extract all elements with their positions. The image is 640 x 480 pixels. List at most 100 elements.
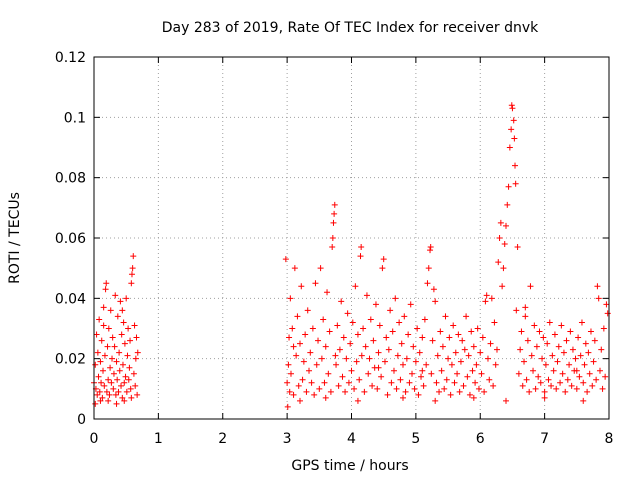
data-point	[455, 331, 462, 338]
data-point	[582, 340, 589, 347]
data-point	[600, 325, 607, 332]
data-point	[351, 385, 358, 392]
data-point	[492, 361, 499, 368]
data-point	[478, 370, 485, 377]
data-point	[379, 265, 386, 272]
data-point	[409, 370, 416, 377]
data-point	[347, 340, 354, 347]
data-point	[116, 367, 123, 374]
data-point	[387, 307, 394, 314]
data-point	[118, 331, 125, 338]
data-points	[91, 102, 611, 410]
data-point	[131, 322, 138, 329]
data-point	[523, 376, 530, 383]
data-point	[432, 298, 439, 305]
data-point	[598, 346, 605, 353]
data-point	[410, 343, 417, 350]
data-point	[363, 292, 370, 299]
data-point	[125, 325, 132, 332]
data-point	[469, 367, 476, 374]
data-point	[546, 319, 553, 326]
data-point	[430, 286, 437, 293]
x-tick-label: 2	[218, 431, 227, 447]
data-point	[104, 343, 111, 350]
data-point	[349, 319, 356, 326]
data-point	[473, 361, 480, 368]
data-point	[604, 310, 611, 317]
data-point	[356, 376, 363, 383]
data-point	[320, 316, 327, 323]
data-point	[446, 334, 453, 341]
data-point	[420, 382, 427, 389]
data-point	[303, 388, 310, 395]
data-point	[522, 304, 529, 311]
data-point	[94, 391, 101, 398]
data-point	[508, 126, 515, 133]
data-point	[459, 337, 466, 344]
data-point	[541, 388, 548, 395]
data-point	[495, 259, 502, 266]
data-point	[451, 379, 458, 386]
data-point	[302, 331, 309, 338]
data-point	[602, 373, 609, 380]
data-point	[105, 376, 112, 383]
data-point	[128, 271, 135, 278]
data-point	[300, 358, 307, 365]
data-point	[541, 394, 548, 401]
data-point	[98, 337, 105, 344]
data-point	[555, 343, 562, 350]
data-point	[358, 352, 365, 359]
data-point	[101, 382, 108, 389]
data-point	[134, 391, 141, 398]
data-point	[577, 352, 584, 359]
data-point	[586, 370, 593, 377]
data-point	[535, 373, 542, 380]
data-point	[132, 355, 139, 362]
data-point	[321, 379, 328, 386]
data-point	[596, 367, 603, 374]
data-point	[370, 337, 377, 344]
data-point	[522, 313, 529, 320]
data-point	[100, 367, 107, 374]
data-point	[488, 295, 495, 302]
data-point	[353, 358, 360, 365]
data-point	[336, 346, 343, 353]
data-point	[118, 382, 125, 389]
data-point	[584, 388, 591, 395]
data-point	[289, 325, 296, 332]
data-point	[497, 219, 504, 226]
data-point	[474, 325, 481, 332]
data-point	[331, 201, 338, 208]
data-point	[117, 298, 124, 305]
data-point	[402, 388, 409, 395]
x-axis-label: GPS time / hours	[291, 458, 408, 474]
x-tick-label: 1	[154, 431, 163, 447]
data-point	[126, 364, 133, 371]
data-point	[358, 244, 365, 251]
data-point	[542, 361, 549, 368]
data-point	[447, 391, 454, 398]
data-point	[324, 289, 331, 296]
data-point	[575, 334, 582, 341]
data-point	[503, 222, 509, 229]
data-point	[121, 340, 128, 347]
data-point	[128, 394, 135, 401]
data-point	[511, 135, 518, 142]
data-point	[460, 382, 467, 389]
data-point	[527, 283, 534, 290]
data-point	[419, 334, 426, 341]
data-point	[98, 379, 105, 386]
data-point	[554, 358, 561, 365]
data-point	[297, 340, 303, 347]
data-point	[97, 397, 104, 404]
data-point	[327, 388, 334, 395]
data-point	[466, 391, 473, 398]
data-point	[317, 265, 324, 272]
data-point	[470, 394, 477, 401]
data-point	[479, 334, 486, 341]
data-point	[334, 322, 341, 329]
data-point	[342, 388, 349, 395]
data-point	[354, 397, 361, 404]
data-point	[505, 183, 512, 190]
data-point	[290, 343, 297, 350]
